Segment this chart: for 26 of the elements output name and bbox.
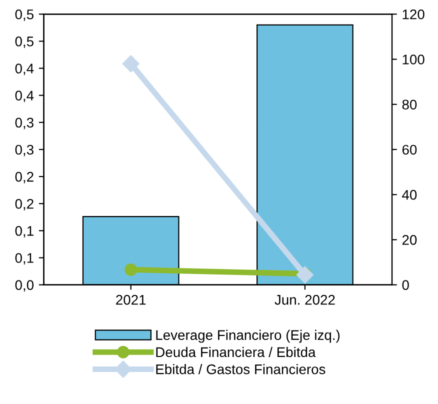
y2-tick-label: 100 [402,54,424,64]
point [122,55,140,72]
y-tick-label: 0,2 [15,172,34,184]
y2-tick-label: 120 [402,9,424,20]
y2-tick-label: 0 [402,280,409,290]
y-tick-label: 0,4 [15,64,34,76]
legend-label: Leverage Financiero (Eje izq.) [156,330,340,343]
y-tick-label: 0,3 [15,144,34,156]
legend-label: Ebitda / Gastos Financieros [156,364,326,374]
y-tick-label: 0,1 [15,226,34,238]
y2-tick-label: 40 [402,190,417,200]
y-tick-label: 0,5 [15,36,34,48]
y-tick-label: 0,5 [15,9,34,21]
y2-tick-label: 80 [402,100,417,110]
x-tick-label: 2021 [116,294,146,305]
y-tick-label: 0,3 [15,118,34,130]
y-tick-label: 0,1 [15,253,34,265]
y2-tick-label: 20 [402,235,417,245]
y-tick-label: 0,0 [15,280,34,292]
y-tick-label: 0,4 [15,90,34,102]
legend-label: Deuda Financiera / Ebitda [156,346,316,358]
x-tick-label: Jun. 2022 [274,294,335,305]
y2-tick-label: 60 [402,144,417,155]
point [296,266,314,284]
y-tick-label: 0,2 [15,198,34,210]
point [124,263,138,276]
